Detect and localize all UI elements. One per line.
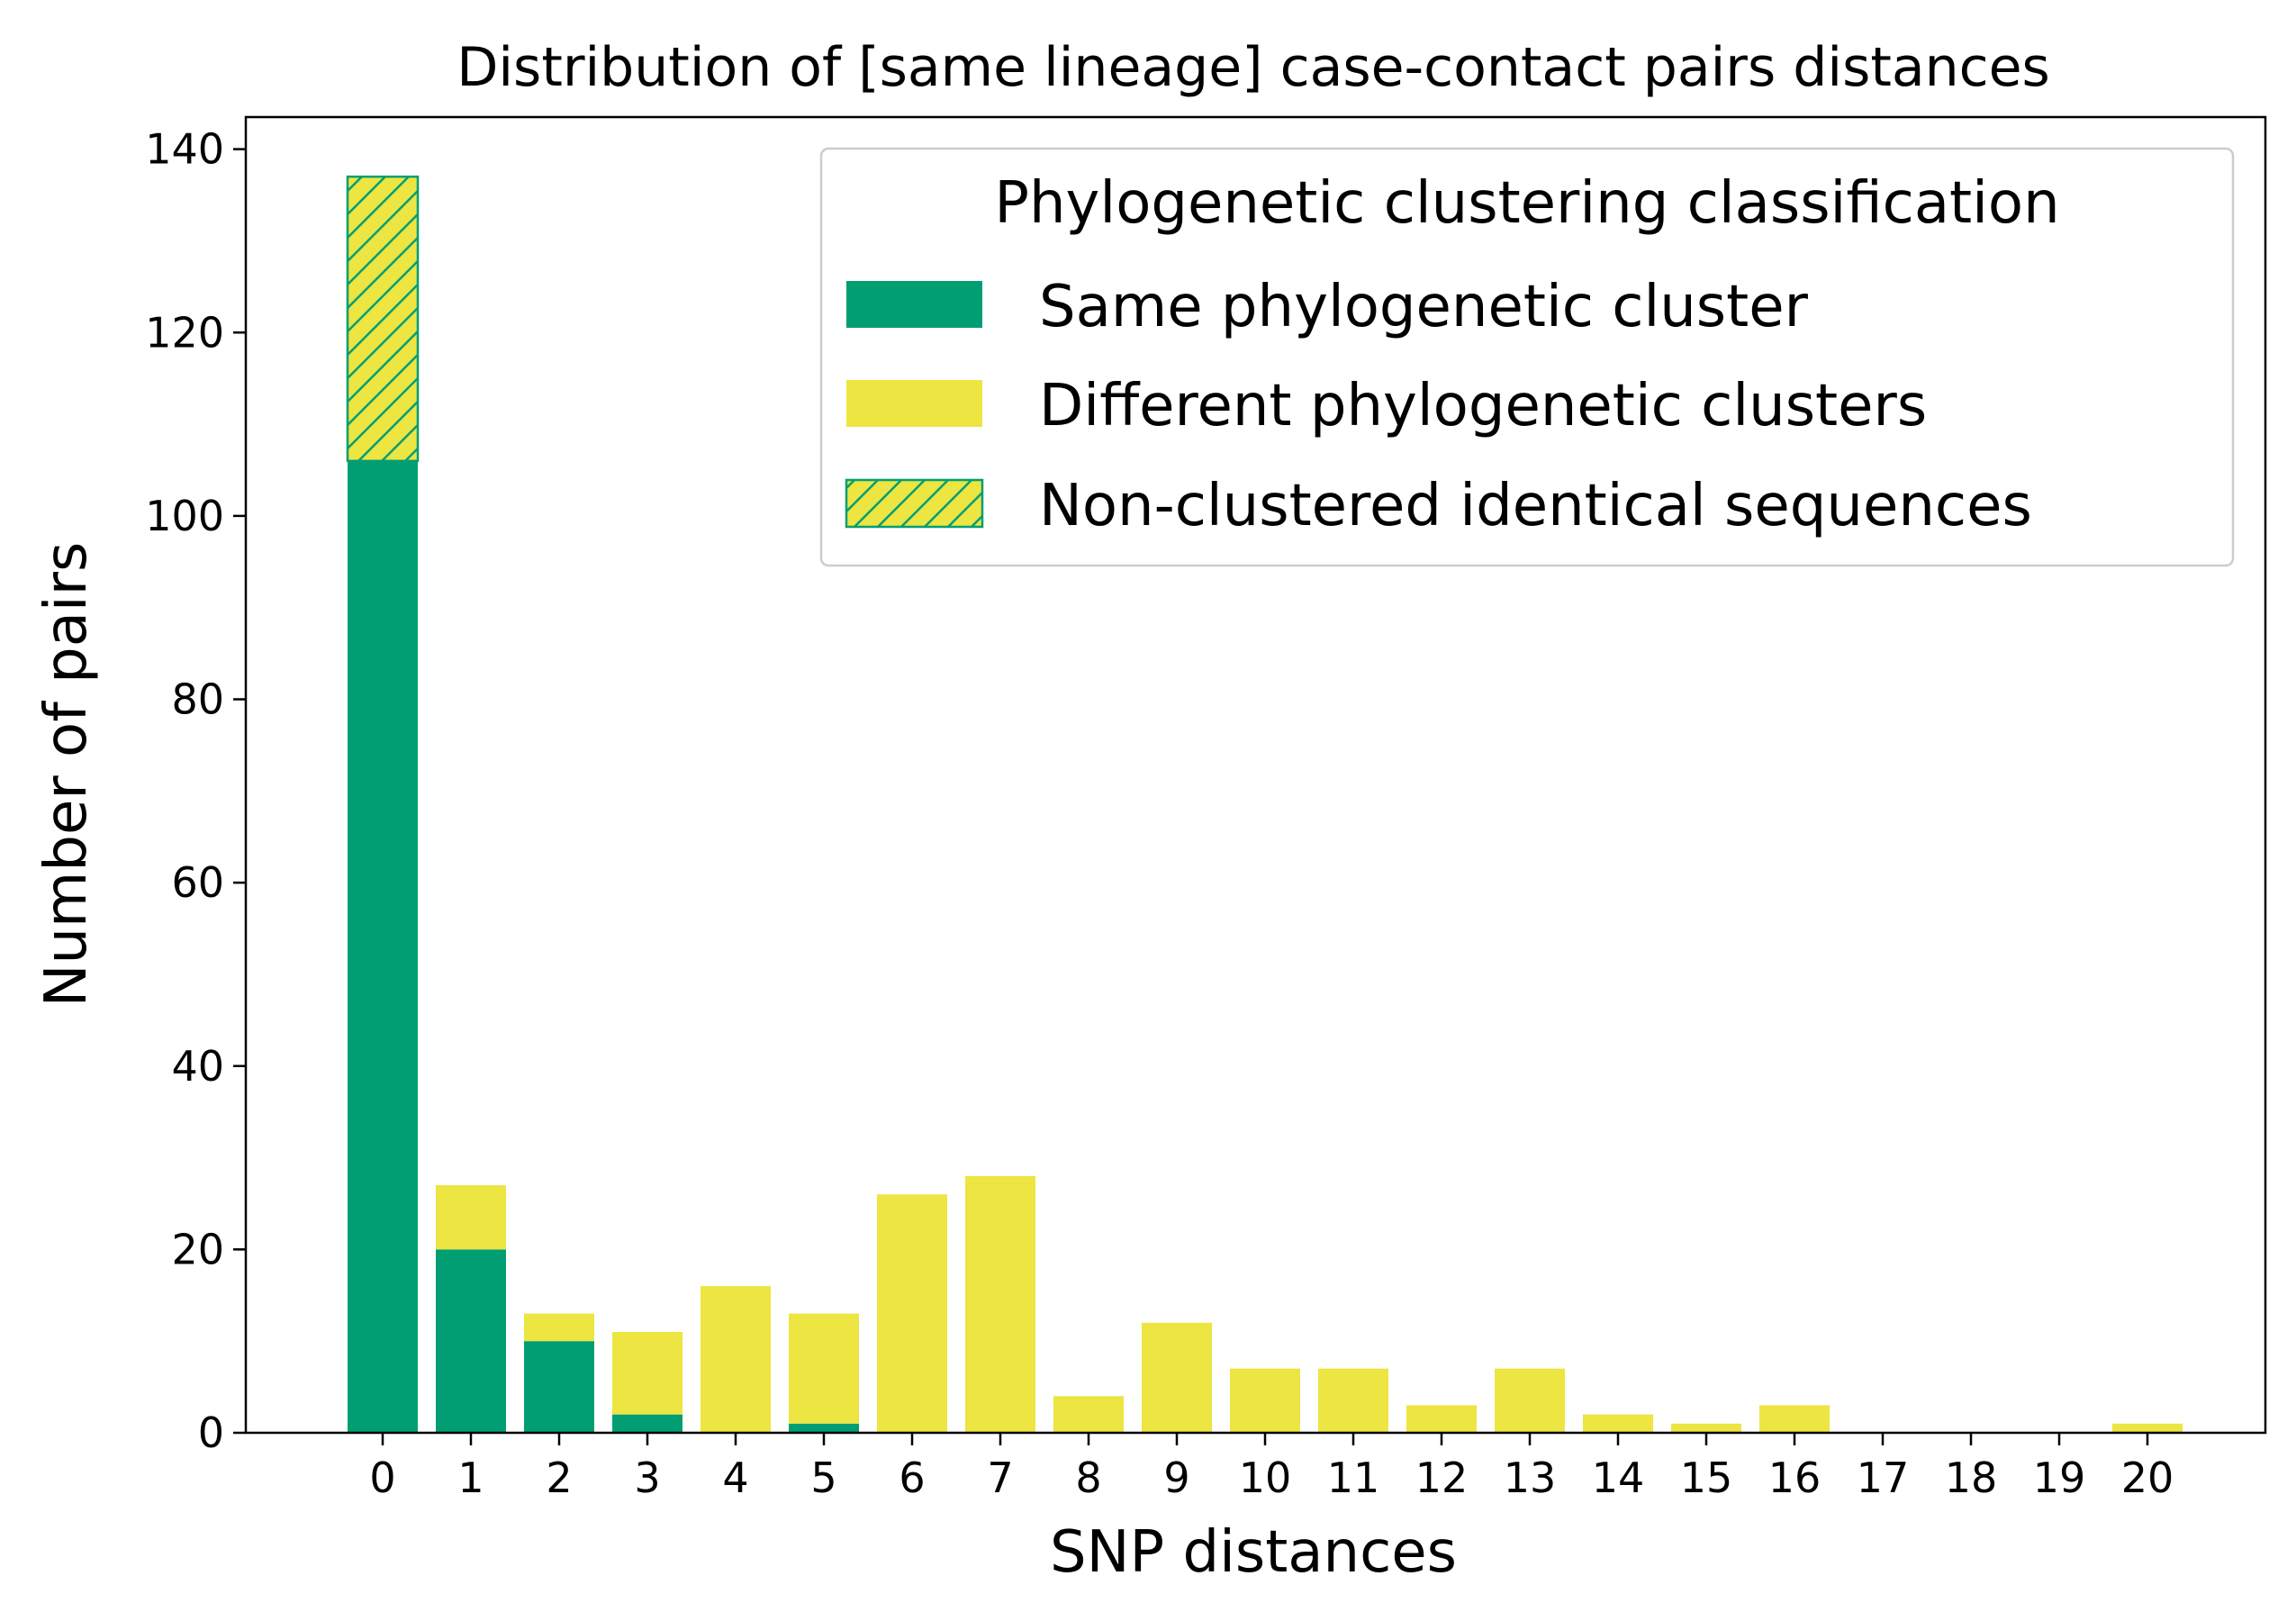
bar-different-clusters-11: [1318, 1368, 1388, 1433]
bar-different-clusters-2: [524, 1313, 594, 1342]
x-tick-label: 14: [1592, 1453, 1645, 1502]
x-tick-label: 2: [546, 1453, 572, 1502]
x-tick-label: 10: [1239, 1453, 1292, 1502]
x-tick-label: 8: [1075, 1453, 1101, 1502]
x-tick-label: 20: [2121, 1453, 2174, 1502]
x-tick-label: 9: [1163, 1453, 1189, 1502]
bars-group: [346, 175, 2183, 1433]
bar-different-clusters-9: [1142, 1322, 1212, 1433]
x-tick-label: 17: [1857, 1453, 1910, 1502]
bar-different-clusters-1: [436, 1185, 506, 1250]
legend-label-different-clusters: Different phylogenetic clusters: [1039, 373, 1927, 439]
bar-different-clusters-8: [1053, 1396, 1124, 1433]
x-tick-label: 13: [1504, 1453, 1557, 1502]
x-tick-label: 19: [2033, 1453, 2086, 1502]
bar-same-cluster-3: [612, 1414, 682, 1433]
y-axis: 0 20 40 60 80 100 120 140: [145, 125, 246, 1457]
x-tick-label: 12: [1415, 1453, 1469, 1502]
bar-different-clusters-12: [1406, 1405, 1477, 1433]
bar-different-clusters-14: [1583, 1414, 1653, 1433]
bar-different-clusters-4: [701, 1286, 771, 1433]
legend-label-non-clustered: Non-clustered identical sequences: [1039, 473, 2032, 539]
y-tick-label: 60: [171, 858, 224, 907]
bar-non-clustered-0: [346, 175, 420, 463]
x-tick-label: 5: [810, 1453, 836, 1502]
x-tick-label: 16: [1768, 1453, 1821, 1502]
x-tick-label: 1: [457, 1453, 484, 1502]
y-tick-label: 100: [145, 492, 224, 540]
bar-same-cluster-5: [789, 1423, 859, 1433]
bar-same-cluster-1: [436, 1249, 506, 1433]
bar-same-cluster-2: [524, 1341, 594, 1433]
x-tick-label: 3: [634, 1453, 660, 1502]
plot-frame: [244, 115, 2267, 1435]
bar-different-clusters-16: [1759, 1405, 1830, 1433]
bar-different-clusters-6: [877, 1194, 947, 1433]
y-tick-label: 120: [145, 308, 224, 357]
y-tick-label: 40: [171, 1042, 224, 1091]
x-tick-label: 11: [1327, 1453, 1380, 1502]
bar-different-clusters-13: [1495, 1368, 1565, 1433]
bar-different-clusters-10: [1230, 1368, 1300, 1433]
x-tick-label: 4: [722, 1453, 748, 1502]
legend: Phylogenetic clustering classification S…: [819, 147, 2235, 567]
x-tick-label: 18: [1945, 1453, 1998, 1502]
y-axis-label: Number of pairs: [33, 542, 100, 1008]
x-tick-label: 0: [369, 1453, 395, 1502]
y-tick-label: 20: [171, 1225, 224, 1273]
x-axis-label: SNP distances: [1050, 1519, 1457, 1586]
legend-swatch-different-clusters: [846, 380, 982, 427]
bar-different-clusters-7: [965, 1175, 1035, 1433]
legend-frame: [819, 147, 2235, 567]
legend-label-same-cluster: Same phylogenetic cluster: [1039, 274, 1809, 340]
legend-swatch-same-cluster: [846, 281, 982, 328]
bar-different-clusters-3: [612, 1332, 682, 1415]
bar-different-clusters-5: [789, 1313, 859, 1424]
bar-different-clusters-15: [1671, 1423, 1741, 1433]
y-tick-label: 80: [171, 675, 224, 724]
x-axis: 0 1 2 3 4 5 6 7 8 9 10 11 12 13 14 15 16 17 18 19 20: [369, 1433, 2174, 1502]
y-tick-label: 140: [145, 125, 224, 174]
legend-title: Phylogenetic clustering classification: [994, 170, 2059, 237]
y-tick-label: 0: [198, 1408, 224, 1457]
x-tick-label: 7: [987, 1453, 1013, 1502]
chart-title: Distribution of [same lineage] case-cont…: [456, 36, 2050, 99]
bar-different-clusters-20: [2112, 1423, 2183, 1433]
x-tick-label: 6: [899, 1453, 925, 1502]
bar-same-cluster-0: [348, 460, 418, 1433]
legend-swatch-non-clustered: [845, 478, 984, 529]
x-tick-label: 15: [1680, 1453, 1733, 1502]
